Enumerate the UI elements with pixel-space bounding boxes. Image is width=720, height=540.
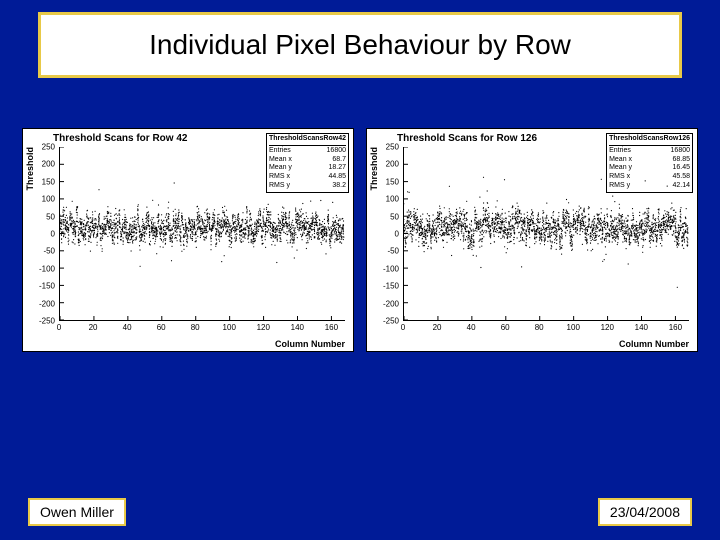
x-tick: 120 <box>601 323 614 332</box>
scatter-svg <box>60 147 345 320</box>
scatter-svg <box>404 147 689 320</box>
y-ticks: -250-200-150-100-50050100150200250 <box>23 147 57 321</box>
scatter-points <box>404 177 688 287</box>
x-tick: 80 <box>535 323 544 332</box>
x-axis-label: Column Number <box>275 339 345 349</box>
charts-row: Threshold Scans for Row 42 ThresholdScans… <box>22 128 698 352</box>
y-tick: -250 <box>383 317 399 326</box>
x-tick: 100 <box>223 323 236 332</box>
y-tick: -200 <box>39 299 55 308</box>
x-tick: 140 <box>291 323 304 332</box>
date-box: 23/04/2008 <box>598 498 692 526</box>
x-tick: 40 <box>123 323 132 332</box>
y-tick: 100 <box>386 195 399 204</box>
x-tick: 60 <box>157 323 166 332</box>
stats-title: ThresholdScansRow42 <box>269 135 346 146</box>
y-tick: -50 <box>387 247 399 256</box>
x-tick: 40 <box>467 323 476 332</box>
y-tick: -250 <box>39 317 55 326</box>
x-tick: 60 <box>501 323 510 332</box>
y-tick: 250 <box>42 143 55 152</box>
y-tick: -100 <box>383 264 399 273</box>
x-tick: 0 <box>57 323 61 332</box>
x-tick: 100 <box>567 323 580 332</box>
y-tick: 100 <box>42 195 55 204</box>
plot-area <box>403 147 689 321</box>
y-tick: -150 <box>383 282 399 291</box>
x-tick: 120 <box>257 323 270 332</box>
y-tick: 150 <box>386 177 399 186</box>
x-tick: 20 <box>89 323 98 332</box>
y-tick: 250 <box>386 143 399 152</box>
y-ticks: -250-200-150-100-50050100150200250 <box>367 147 401 321</box>
y-tick: 200 <box>42 160 55 169</box>
x-tick: 160 <box>325 323 338 332</box>
y-tick: -50 <box>43 247 55 256</box>
stats-title: ThresholdScansRow126 <box>609 135 690 146</box>
y-tick: 0 <box>395 230 399 239</box>
title-box: Individual Pixel Behaviour by Row <box>38 12 682 78</box>
author-box: Owen Miller <box>28 498 126 526</box>
x-tick: 140 <box>635 323 648 332</box>
x-tick: 80 <box>191 323 200 332</box>
x-tick: 20 <box>433 323 442 332</box>
x-ticks: 0 20 40 60 80 100 120 140 160 <box>403 323 689 335</box>
x-tick: 0 <box>401 323 405 332</box>
x-axis-label: Column Number <box>619 339 689 349</box>
chart-title: Threshold Scans for Row 42 <box>53 133 187 144</box>
y-tick: -150 <box>39 282 55 291</box>
page-title: Individual Pixel Behaviour by Row <box>51 29 669 61</box>
y-tick: 0 <box>51 230 55 239</box>
plot-area <box>59 147 345 321</box>
y-tick: 200 <box>386 160 399 169</box>
scatter-chart: Threshold Scans for Row 42 ThresholdScans… <box>22 128 354 352</box>
x-ticks: 0 20 40 60 80 100 120 140 160 <box>59 323 345 335</box>
y-tick: -200 <box>383 299 399 308</box>
y-tick: 150 <box>42 177 55 186</box>
y-tick: -100 <box>39 264 55 273</box>
y-tick: 50 <box>390 212 399 221</box>
x-tick: 160 <box>669 323 682 332</box>
y-tick: 50 <box>46 212 55 221</box>
scatter-points <box>60 183 344 266</box>
scatter-chart: Threshold Scans for Row 126 ThresholdScan… <box>366 128 698 352</box>
chart-title: Threshold Scans for Row 126 <box>397 133 537 144</box>
